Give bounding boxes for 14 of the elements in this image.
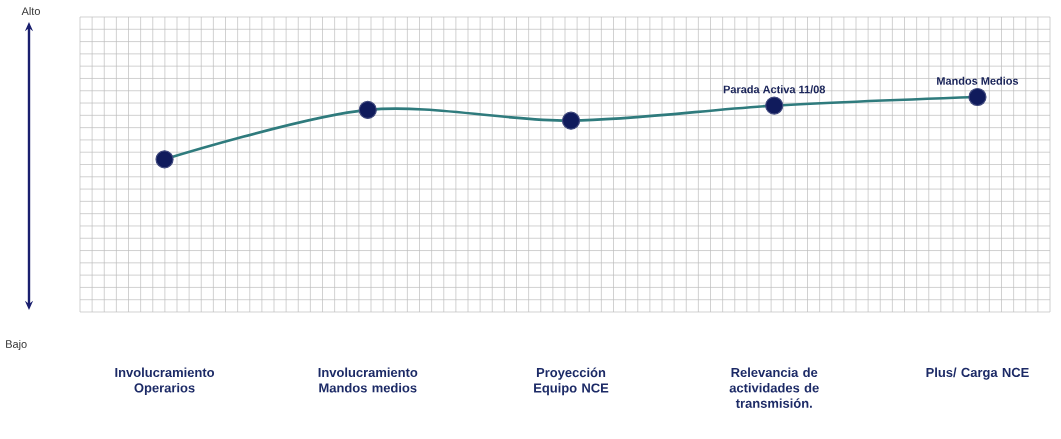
x-tick-label: Proyección Equipo NCE [534, 367, 609, 396]
x-tick-label: Involucramiento Mandos medios [318, 367, 418, 393]
text: Bajo [6, 339, 27, 351]
x-tick-label: Relevancia de actividades de transmisión. [729, 367, 819, 408]
point [968, 87, 987, 107]
x-tick-label: Plus/ Carga NCE [926, 367, 1029, 380]
annotation: Mandos Medios [937, 76, 1019, 85]
point [765, 96, 784, 115]
annotation: Parada Activa 11/08 [723, 85, 826, 94]
x-tick-label: Involucramiento Operarios [115, 367, 215, 396]
point [561, 111, 581, 130]
text: Alto [21, 6, 40, 16]
point [155, 150, 174, 169]
point [358, 100, 377, 119]
